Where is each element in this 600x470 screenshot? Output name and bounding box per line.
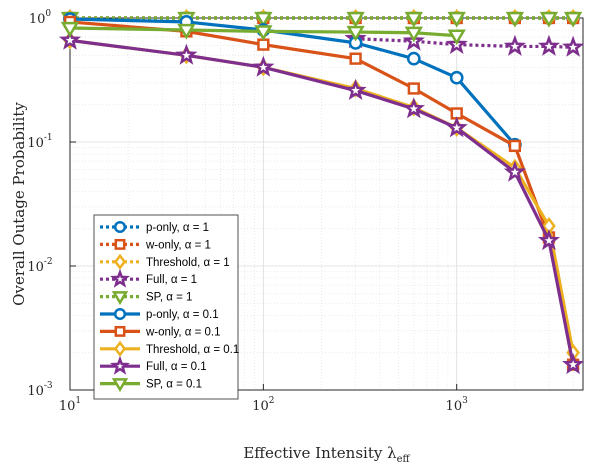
series-point <box>563 11 583 28</box>
legend-label: p-only, α = 0.1 <box>146 309 219 321</box>
x-axis-label: Effective Intensity λeff <box>243 444 410 465</box>
y-tick-exponent: -3 <box>44 381 53 391</box>
legend-entry: w-only, α = 0.1 <box>100 325 221 338</box>
series-point <box>447 29 466 46</box>
legend-marker <box>113 220 127 234</box>
data-series <box>58 8 585 375</box>
series-point <box>175 43 198 65</box>
legend-entry: Full, α = 1 <box>100 268 197 288</box>
y-tick-exponent: 0 <box>45 9 51 19</box>
legend-marker <box>110 355 130 375</box>
series-point <box>537 34 561 56</box>
series-point <box>177 23 196 40</box>
series-point <box>252 55 275 77</box>
legend-label: p-only, α = 1 <box>146 222 209 234</box>
series-point <box>447 11 466 28</box>
series-point <box>503 160 526 182</box>
legend-entry: Full, α = 0.1 <box>100 355 207 375</box>
legend-label: Full, α = 1 <box>146 274 197 286</box>
legend: p-only, α = 1 w-only, α = 1 Threshold, α =… <box>93 214 239 400</box>
legend-marker <box>114 325 126 337</box>
series-point <box>349 52 362 65</box>
legend-label: SP, α = 1 <box>146 292 192 304</box>
axes-frame <box>69 17 584 391</box>
legend-entry: p-only, α = 1 <box>100 220 209 234</box>
series-point <box>344 78 367 100</box>
series-point <box>503 34 526 56</box>
legend-entry: SP, α = 0.1 <box>100 378 202 393</box>
legend-label: w-only, α = 0.1 <box>145 326 221 338</box>
legend-label: Full, α = 0.1 <box>146 361 207 373</box>
legend-marker <box>110 268 130 288</box>
series-point <box>449 70 464 85</box>
legend-marker <box>111 291 129 306</box>
series-point <box>346 11 365 28</box>
y-tick-exponent: -2 <box>44 257 53 267</box>
series-point <box>58 28 82 50</box>
legend-label: SP, α = 0.1 <box>146 379 202 391</box>
series-point <box>505 11 525 28</box>
legend-marker <box>113 340 127 357</box>
legend-entry: SP, α = 1 <box>100 291 192 306</box>
series-point <box>445 116 468 138</box>
series-5 <box>60 11 583 28</box>
legend-entry: p-only, α = 0.1 <box>100 307 219 321</box>
series-point <box>562 35 585 57</box>
legend-entry: w-only, α = 1 <box>100 238 211 251</box>
x-tick-exponent: 2 <box>269 396 275 406</box>
series-point <box>254 11 273 28</box>
series-point <box>60 21 80 38</box>
x-tick-exponent: 3 <box>462 396 468 406</box>
series-point <box>404 11 423 28</box>
y-axis-label: Overall Outage Probability <box>10 102 28 306</box>
legend-label: Threshold, α = 1 <box>146 257 230 269</box>
legend-label: Threshold, α = 0.1 <box>146 344 239 356</box>
legend-marker <box>111 378 129 393</box>
legend-marker <box>113 307 127 321</box>
x-axis-label-subscript: eff <box>397 454 411 465</box>
series-point <box>537 229 561 251</box>
x-tick-exponent: 1 <box>75 396 81 406</box>
series-4 <box>344 27 585 57</box>
series-point <box>407 82 420 95</box>
legend-label: w-only, α = 1 <box>145 239 211 251</box>
legend-entry: Threshold, α = 0.1 <box>100 340 239 357</box>
legend-entry: Threshold, α = 1 <box>100 253 230 270</box>
series-point <box>562 353 585 375</box>
legend-marker <box>114 238 126 250</box>
series-point <box>257 38 270 51</box>
series-line <box>69 26 457 38</box>
series-point <box>346 25 365 42</box>
series-point <box>539 11 559 28</box>
series-point <box>508 139 522 153</box>
y-tick-exponent: -1 <box>44 133 53 143</box>
series-point <box>406 51 421 66</box>
series-point <box>254 25 273 41</box>
series-point <box>402 97 425 119</box>
series-10 <box>60 21 466 46</box>
legend-marker <box>113 253 127 270</box>
series-9 <box>58 28 585 375</box>
series-line <box>355 37 574 49</box>
series-point <box>404 26 423 43</box>
